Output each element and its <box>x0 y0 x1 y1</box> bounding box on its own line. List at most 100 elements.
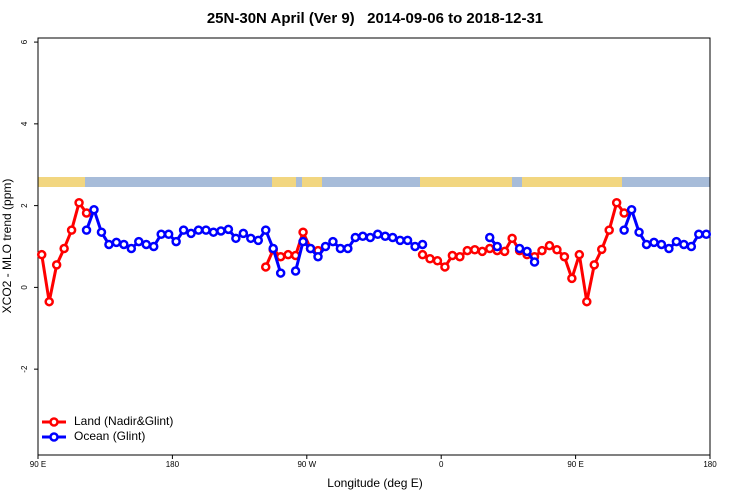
x-axis-label: Longitude (deg E) <box>327 476 422 490</box>
point <box>679 239 689 250</box>
point <box>611 198 622 208</box>
point <box>66 225 77 235</box>
point <box>417 249 428 260</box>
point <box>492 241 502 252</box>
ocean-band <box>85 177 272 187</box>
point <box>223 224 234 235</box>
point <box>522 246 532 257</box>
point <box>74 198 84 208</box>
point <box>313 251 323 262</box>
point <box>664 243 674 254</box>
point <box>260 262 271 272</box>
point <box>499 246 510 257</box>
point <box>455 251 465 262</box>
point <box>440 262 450 272</box>
point <box>462 245 473 256</box>
point <box>44 296 54 307</box>
point <box>358 231 368 242</box>
point <box>649 237 659 248</box>
point <box>425 254 435 264</box>
point <box>193 225 204 235</box>
point <box>156 229 166 239</box>
point <box>134 236 144 247</box>
point <box>246 233 256 244</box>
point <box>171 236 181 247</box>
point <box>626 204 637 215</box>
plot-frame <box>37 37 711 456</box>
y-tick-label: 6 <box>20 39 29 44</box>
point <box>432 256 443 266</box>
point <box>111 237 122 248</box>
point <box>380 231 390 242</box>
point <box>163 229 174 239</box>
point <box>574 249 585 260</box>
surface-strip <box>38 177 710 187</box>
point <box>395 235 405 246</box>
point <box>59 243 69 254</box>
point <box>552 245 562 255</box>
point <box>320 241 331 252</box>
point <box>81 225 92 235</box>
point <box>372 229 383 239</box>
ocean-band <box>622 177 710 187</box>
point <box>335 243 346 254</box>
point <box>387 232 398 243</box>
ocean-band <box>322 177 420 187</box>
point <box>507 233 517 244</box>
point <box>596 244 607 255</box>
point <box>89 204 99 215</box>
point <box>81 208 92 218</box>
point <box>148 241 159 252</box>
point <box>275 268 286 278</box>
point <box>186 228 196 239</box>
point <box>656 239 667 250</box>
point <box>544 240 555 251</box>
x-tick-label: 90 E <box>567 460 583 469</box>
y-tick-label: -2 <box>20 365 29 373</box>
point <box>96 227 107 237</box>
point <box>402 235 413 246</box>
x-tick-label: 180 <box>166 460 180 469</box>
point <box>275 251 286 262</box>
ocean-band <box>296 177 302 187</box>
point <box>477 246 488 257</box>
point <box>559 251 570 262</box>
point <box>350 232 361 243</box>
point <box>298 236 308 247</box>
point <box>604 225 614 235</box>
point <box>328 236 338 247</box>
point <box>567 273 577 284</box>
point <box>365 232 376 243</box>
point <box>208 227 219 237</box>
point <box>201 225 211 235</box>
y-tick-label: 0 <box>20 285 29 290</box>
y-tick-label: 4 <box>20 121 29 126</box>
point <box>343 243 353 254</box>
point <box>216 226 226 236</box>
point <box>238 228 249 239</box>
point <box>268 243 278 254</box>
point <box>119 239 129 250</box>
point <box>537 245 547 256</box>
point <box>619 225 629 235</box>
chart-title: 25N-30N April (Ver 9) 2014-09-06 to 2018… <box>207 10 543 27</box>
point <box>283 249 293 260</box>
point <box>260 225 271 235</box>
legend-label: Land (Nadir&Glint) <box>74 414 173 428</box>
point <box>694 229 704 239</box>
point <box>126 243 137 254</box>
point <box>410 241 420 252</box>
point <box>231 233 241 244</box>
point <box>514 243 525 254</box>
point <box>701 229 712 239</box>
point <box>290 266 301 276</box>
x-tick-label: 90 W <box>297 460 316 469</box>
point <box>104 239 114 250</box>
point <box>582 296 592 307</box>
point <box>178 225 189 235</box>
point <box>51 260 62 270</box>
point <box>641 239 652 250</box>
land-band <box>38 177 85 187</box>
point <box>298 227 308 237</box>
